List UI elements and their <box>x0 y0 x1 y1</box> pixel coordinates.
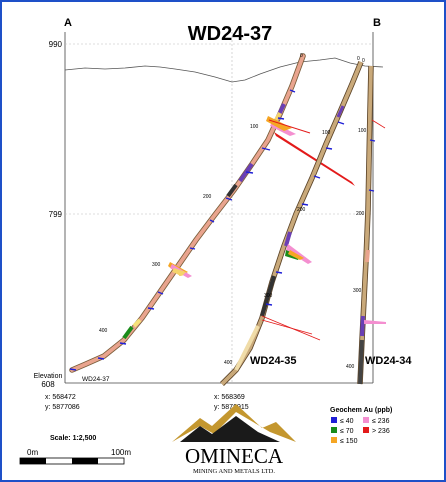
drillhole-label: WD24-35 <box>250 355 296 367</box>
legend-label-le150: ≤ 150 <box>340 438 358 445</box>
depth-mark-200: 200 <box>203 194 212 200</box>
legend-swatch-gt236 <box>363 427 369 433</box>
legend-swatch-le40 <box>331 417 337 423</box>
drillhole-wd24-37: 0 100 200 300 400 WD24-37 <box>69 53 355 383</box>
interval-purple <box>360 315 365 337</box>
legend-swatch-le70 <box>331 427 337 433</box>
elevation-tick-799: 799 <box>49 210 63 219</box>
geochem-bar-red <box>274 132 355 186</box>
geochem-legend: Geochem Au (ppb) ≤ 40 ≤ 236 ≤ 70 > 236 ≤… <box>330 407 392 445</box>
depth-mark-100: 100 <box>250 124 259 130</box>
legend-label-le236: ≤ 236 <box>372 418 390 425</box>
elevation-tick-608: 608 <box>41 380 55 389</box>
scale-end: 100m <box>111 448 131 457</box>
omineca-logo: OMINECA MINING AND METALS LTD. <box>172 404 296 475</box>
section-title: WD24-37 <box>188 23 272 45</box>
mountain-icon <box>172 404 296 442</box>
elevation-tick-990: 990 <box>49 40 63 49</box>
coord-left-y: y: 5877086 <box>45 404 80 411</box>
depth-mark-300: 300 <box>353 288 362 294</box>
depth-mark-100: 100 <box>358 128 367 134</box>
drillhole-wd24-35: 0 100 200 300 400 WD24-35 <box>220 56 364 386</box>
scale-bar: Scale: 1:2,500 0m 100m <box>19 435 131 465</box>
geochem-bar-red-line <box>371 119 386 129</box>
geochem-ticks-blue <box>368 139 376 192</box>
geochem-bar-pink <box>286 244 312 264</box>
logo-name: OMINECA <box>185 444 284 468</box>
collar-label: 0 <box>300 53 303 59</box>
scale-label: Scale: 1:2,500 <box>50 435 96 442</box>
depth-mark-200: 200 <box>297 207 306 213</box>
interval-yellow <box>132 318 142 328</box>
topography-line <box>64 57 384 83</box>
depth-mark-300: 300 <box>264 293 273 299</box>
coord-left-x: x: 568472 <box>45 394 76 401</box>
elevation-axis-label: Elevation <box>34 373 63 380</box>
section-end-a: A <box>64 17 72 29</box>
geochem-bar-orange <box>288 250 304 260</box>
depth-mark-400: 400 <box>99 328 108 334</box>
drillhole-wd24-34: 0 100 200 300 400 WD24-34 <box>346 58 412 385</box>
mountain-icon <box>180 416 280 442</box>
geochem-ticks-blue <box>265 121 345 306</box>
drillhole-label: WD24-37 <box>82 376 110 383</box>
legend-swatch-le150 <box>331 437 337 443</box>
interval-green <box>122 325 134 340</box>
legend-label-le40: ≤ 40 <box>340 418 354 425</box>
scale-start: 0m <box>27 448 38 457</box>
legend-swatch-le236 <box>363 417 369 423</box>
geochem-bar-yellow <box>172 268 186 276</box>
depth-mark-300: 300 <box>152 262 161 268</box>
interval-dark <box>226 183 238 198</box>
section-end-b: B <box>373 17 381 29</box>
depth-mark-100: 100 <box>322 130 331 136</box>
interval-purple <box>336 105 345 118</box>
depth-mark-400: 400 <box>224 360 233 366</box>
depth-mark-400: 400 <box>346 364 355 370</box>
interval-dark <box>260 275 276 317</box>
coord-right-y: y: 5876915 <box>214 404 249 411</box>
legend-title: Geochem Au (ppb) <box>330 407 392 414</box>
collar-label: 0 <box>362 58 365 64</box>
drillhole-label: WD24-34 <box>365 355 412 367</box>
geochem-bar-red-line <box>268 119 311 134</box>
interval-pale <box>234 325 260 371</box>
interval-salmon <box>365 249 370 263</box>
interval-yellow <box>274 112 282 121</box>
geochem-ticks-blue <box>69 89 296 371</box>
geochem-bar-pink <box>364 320 386 324</box>
depth-mark-200: 200 <box>356 211 365 217</box>
interval-dark <box>358 339 364 385</box>
legend-label-le70: ≤ 70 <box>340 428 354 435</box>
interval-purple <box>284 231 292 247</box>
collar-label: 0 <box>357 56 360 62</box>
coord-right-x: x: 568369 <box>214 394 245 401</box>
geochem-bar-red-line <box>261 319 313 335</box>
logo-subtitle: MINING AND METALS LTD. <box>193 468 275 475</box>
legend-label-gt236: > 236 <box>372 428 390 435</box>
